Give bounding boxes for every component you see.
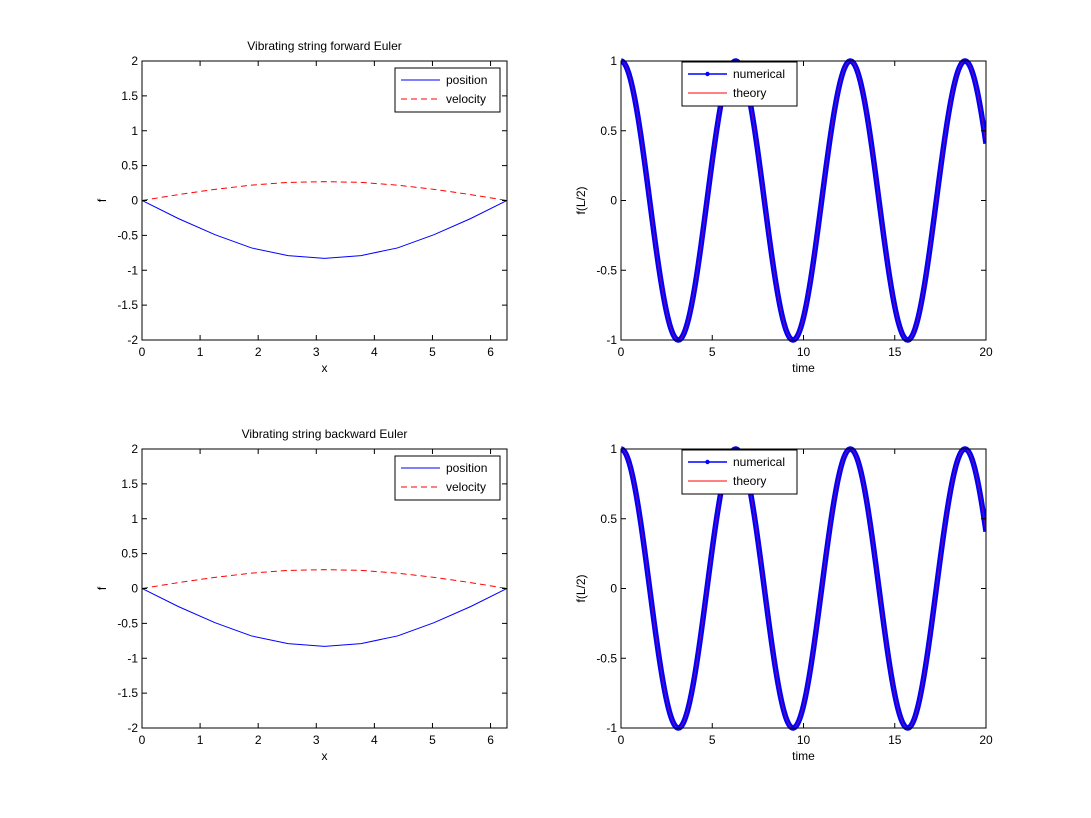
x-tick-label: 0 bbox=[139, 345, 146, 359]
y-tick-label: 1.5 bbox=[121, 477, 138, 491]
legend-label-numerical: numerical bbox=[733, 455, 785, 469]
x-tick-label: 2 bbox=[255, 345, 262, 359]
y-tick-label: 0.5 bbox=[600, 124, 617, 138]
y-tick-label: 0 bbox=[610, 194, 617, 208]
x-tick-label: 0 bbox=[618, 733, 625, 747]
y-tick-label: -0.5 bbox=[117, 228, 138, 242]
series-line-numerical-core bbox=[621, 448, 986, 729]
series-group bbox=[142, 181, 507, 259]
y-tick-label: 1 bbox=[610, 442, 617, 456]
series-line-numerical-core bbox=[621, 60, 986, 341]
x-axis-label: time bbox=[792, 361, 815, 375]
legend: numerical theory bbox=[681, 449, 798, 495]
subplot-4: 0 5 10 15 20 -1 -0.5 0 0.5 1 time f(L/2) numerical th… bbox=[574, 442, 993, 763]
x-tick-label: 4 bbox=[371, 733, 378, 747]
legend-label-position: position bbox=[446, 461, 487, 475]
legend-box bbox=[681, 449, 798, 495]
y-tick-label: -1 bbox=[127, 263, 138, 277]
x-tick-label: 0 bbox=[618, 345, 625, 359]
x-tick-label: 10 bbox=[797, 345, 811, 359]
y-tick-label: -1 bbox=[127, 651, 138, 665]
x-tick-label: 6 bbox=[487, 345, 494, 359]
legend-label-velocity: velocity bbox=[446, 92, 486, 106]
y-tick-label: -0.5 bbox=[117, 616, 138, 630]
subplot-2: 0 5 10 15 20 -1 -0.5 0 0.5 1 time f(L/2) numerical th… bbox=[574, 54, 993, 375]
x-tick-label: 6 bbox=[487, 733, 494, 747]
x-tick-label: 2 bbox=[255, 733, 262, 747]
series-line-position bbox=[142, 200, 507, 259]
y-tick-label: 1.5 bbox=[121, 89, 138, 103]
x-tick-label: 5 bbox=[429, 733, 436, 747]
chart-title: Vibrating string backward Euler bbox=[242, 427, 408, 441]
x-tick-label: 15 bbox=[888, 345, 902, 359]
x-tick-label: 0 bbox=[139, 733, 146, 747]
legend-label-position: position bbox=[446, 73, 487, 87]
legend-label-theory: theory bbox=[733, 474, 766, 488]
x-tick-label: 5 bbox=[709, 345, 716, 359]
x-axis-label: x bbox=[322, 749, 328, 763]
y-tick-label: 0 bbox=[131, 582, 138, 596]
y-axis-label: f(L/2) bbox=[574, 574, 588, 602]
y-tick-label: -2 bbox=[127, 333, 138, 347]
y-tick-label: 0.5 bbox=[600, 512, 617, 526]
y-tick-label: -1.5 bbox=[117, 686, 138, 700]
y-tick-label: 1 bbox=[610, 54, 617, 68]
x-tick-label: 5 bbox=[429, 345, 436, 359]
legend-box bbox=[394, 67, 501, 113]
x-tick-label: 1 bbox=[197, 345, 204, 359]
y-tick-label: 2 bbox=[131, 442, 138, 456]
legend-marker-numerical bbox=[705, 459, 710, 465]
x-tick-label: 15 bbox=[888, 733, 902, 747]
y-axis-label: f(L/2) bbox=[574, 186, 588, 214]
chart-title: Vibrating string forward Euler bbox=[247, 39, 402, 53]
series-group bbox=[142, 569, 507, 647]
x-tick-label: 5 bbox=[709, 733, 716, 747]
series-line-velocity bbox=[142, 181, 507, 201]
y-tick-label: 1 bbox=[131, 512, 138, 526]
series-line-position bbox=[142, 588, 507, 647]
y-axis-label: f bbox=[95, 586, 109, 590]
legend-marker-numerical bbox=[705, 71, 710, 77]
legend: numerical theory bbox=[681, 61, 798, 107]
series-group bbox=[621, 446, 986, 731]
legend-box bbox=[394, 455, 501, 501]
x-tick-label: 1 bbox=[197, 733, 204, 747]
x-tick-label: 10 bbox=[797, 733, 811, 747]
x-axis-label: x bbox=[322, 361, 328, 375]
x-tick-label: 3 bbox=[313, 345, 320, 359]
y-tick-label: 0.5 bbox=[121, 159, 138, 173]
legend-box bbox=[681, 61, 798, 107]
x-tick-label: 4 bbox=[371, 345, 378, 359]
legend-label-velocity: velocity bbox=[446, 480, 486, 494]
y-axis-label: f bbox=[95, 198, 109, 202]
legend-label-numerical: numerical bbox=[733, 67, 785, 81]
subplot-3: 0 1 2 3 4 5 6 -2 -1.5 -1 -0.5 0 0.5 1 1.5 2 x f Vibrating … bbox=[95, 427, 508, 763]
x-tick-label: 20 bbox=[979, 733, 993, 747]
y-tick-label: 2 bbox=[131, 54, 138, 68]
y-tick-label: 1 bbox=[131, 124, 138, 138]
y-tick-label: 0 bbox=[610, 582, 617, 596]
y-tick-label: -1 bbox=[606, 333, 617, 347]
x-tick-label: 20 bbox=[979, 345, 993, 359]
y-tick-label: -1.5 bbox=[117, 298, 138, 312]
y-tick-label: -0.5 bbox=[596, 263, 617, 277]
subplot-1: 0 1 2 3 4 5 6 -2 -1.5 -1 -0.5 0 0.5 1 1.5 2 x f Vibrating … bbox=[95, 39, 508, 375]
y-tick-label: -2 bbox=[127, 721, 138, 735]
y-tick-label: 0.5 bbox=[121, 547, 138, 561]
x-axis-label: time bbox=[792, 749, 815, 763]
y-tick-label: 0 bbox=[131, 194, 138, 208]
legend-label-theory: theory bbox=[733, 86, 766, 100]
legend: position velocity bbox=[394, 67, 501, 113]
legend: position velocity bbox=[394, 455, 501, 501]
plot-area bbox=[621, 61, 986, 340]
x-tick-label: 3 bbox=[313, 733, 320, 747]
series-line-velocity bbox=[142, 569, 507, 589]
y-tick-label: -1 bbox=[606, 721, 617, 735]
series-group bbox=[621, 58, 986, 343]
y-tick-label: -0.5 bbox=[596, 651, 617, 665]
plot-area bbox=[621, 449, 986, 728]
